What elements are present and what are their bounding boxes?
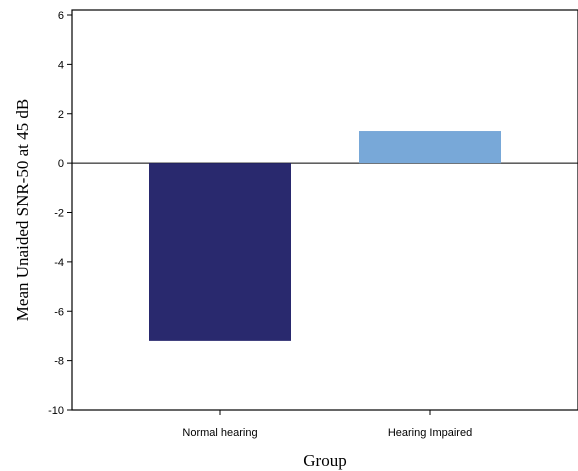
y-tick-label: -6 bbox=[54, 306, 64, 318]
y-tick-label: -8 bbox=[54, 356, 64, 368]
y-axis-ticks: 6 4 2 0 -2 -4 -6 -8 -10 bbox=[48, 10, 72, 417]
y-tick-label: -10 bbox=[48, 405, 64, 417]
bar-normal-hearing bbox=[149, 163, 291, 341]
y-tick-label: 4 bbox=[58, 59, 64, 71]
y-tick-label: 2 bbox=[58, 109, 64, 121]
y-tick-label: 6 bbox=[58, 10, 64, 22]
y-tick-label: 0 bbox=[58, 158, 64, 170]
y-tick-label: -2 bbox=[54, 208, 64, 220]
x-axis-title: Group bbox=[303, 451, 346, 470]
bar-hearing-impaired bbox=[359, 131, 501, 164]
x-category-label: Hearing Impaired bbox=[388, 427, 472, 439]
x-category-label: Normal hearing bbox=[182, 427, 257, 439]
plot-frame bbox=[71, 9, 578, 411]
x-axis-categories: Normal hearing Hearing Impaired bbox=[182, 410, 472, 439]
y-tick-label: -4 bbox=[54, 257, 64, 269]
y-axis-title: Mean Unaided SNR-50 at 45 dB bbox=[13, 99, 32, 321]
bars bbox=[149, 131, 501, 341]
